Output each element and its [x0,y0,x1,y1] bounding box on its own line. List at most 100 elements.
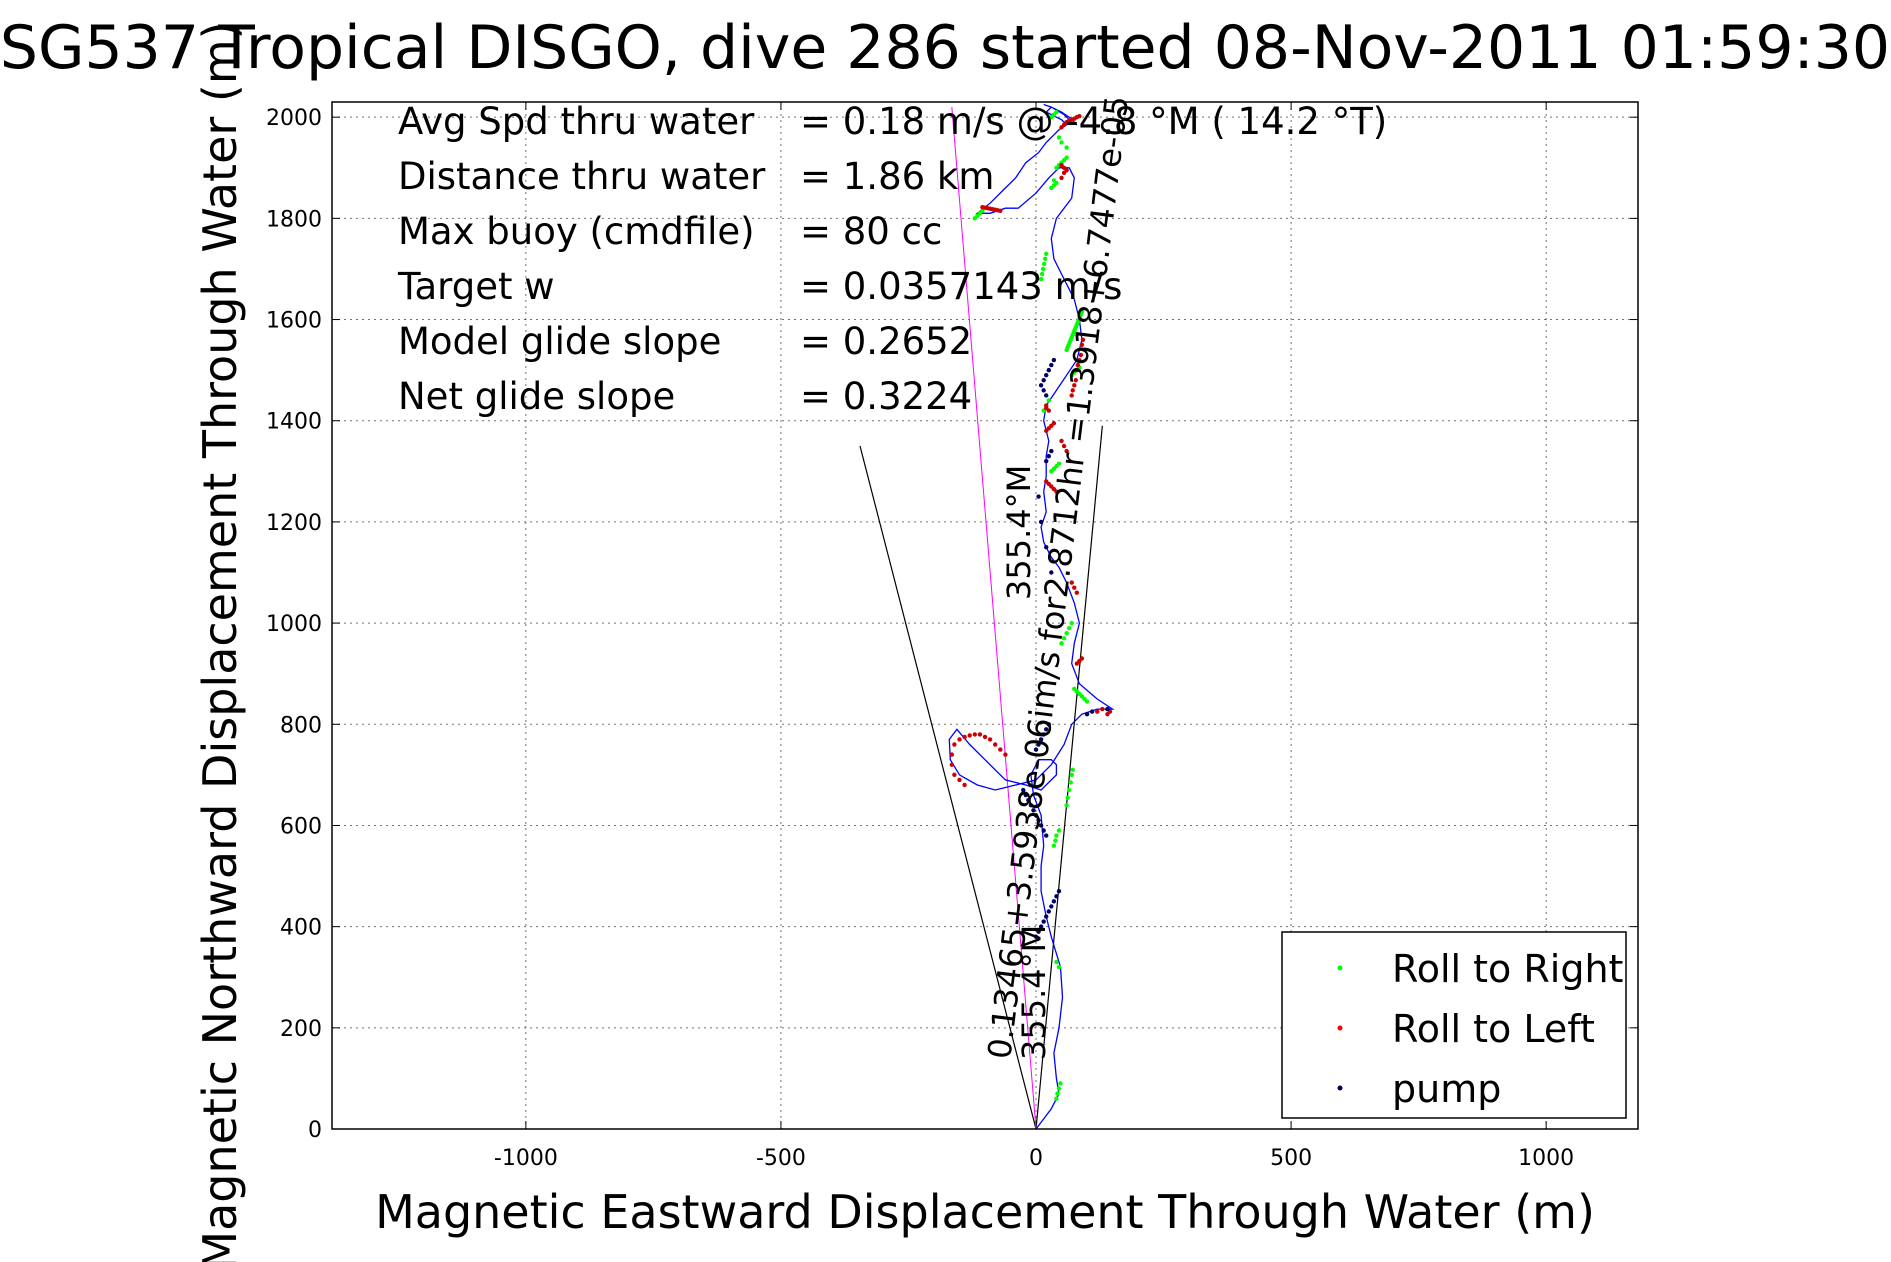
roll-left-point [1051,421,1057,426]
pump-point [1046,909,1051,914]
roll-left-point [1073,378,1079,383]
roll-left-point [1074,590,1080,595]
roll-left-point [972,732,977,737]
pump-point [1056,889,1062,894]
info-label: Avg Spd thru water [398,100,755,143]
legend-marker [1337,965,1343,971]
roll-right-point [1064,631,1069,636]
roll-right-point [1056,135,1062,140]
info-panel: Avg Spd thru water = 0.18 m/s @ -4.8 °M (… [397,100,1387,418]
pump-point [1028,803,1034,808]
roll-left-point [1059,163,1064,168]
pump-point [1033,813,1039,818]
info-label: Net glide slope [398,375,675,418]
pump-point [1023,792,1029,798]
roll-right-point [1044,251,1049,256]
roll-left-point [1105,711,1110,717]
roll-right-point [1053,838,1058,843]
y-tick-label: 1000 [266,612,322,637]
pump-point [1036,742,1041,747]
roll-left-point [952,772,957,778]
pump-point [1049,448,1054,454]
roll-right-point [1064,145,1069,150]
roll-left-point [1059,175,1064,181]
roll-left-point [1044,479,1049,484]
pump-point [1041,919,1046,924]
roll-right-point [1066,787,1072,793]
pump-point [1026,797,1031,803]
pump-point [1105,706,1110,712]
wedge-line [1035,425,1103,1130]
roll-right-point [1040,266,1046,272]
roll-right-point [1054,1096,1059,1101]
ticks: -1000 -500 0 500 1000 0 200 400 600 800 1000 1200 14… [266,102,1638,1171]
legend: Roll to Right Roll to Left pump [1281,931,1627,1119]
wedge-line [859,445,1037,1130]
info-label: Model glide slope [398,320,721,363]
pump-point [1038,519,1044,525]
series-layer [948,103,1115,1130]
roll-left-point [982,734,988,740]
rotated-annotation: 355.4°M [1015,925,1053,1060]
x-tick-label: -1000 [494,1146,558,1171]
x-tick-label: -500 [756,1146,806,1171]
roll-left-point [1095,709,1100,714]
plot-frame [331,101,1639,1130]
pump-point [1054,894,1059,899]
info-value: = 0.0357143 m/s [800,265,1122,308]
pump-point [1044,545,1049,550]
pump-point [1033,934,1039,939]
track-line [948,103,1115,1130]
roll-right-point [1066,625,1072,631]
roll-right-point [1055,1091,1060,1096]
roll-left-point [1074,367,1080,373]
info-value: = 0.2652 [800,320,972,363]
pump-point [1044,914,1049,919]
roll-left-point [1003,752,1008,757]
roll-right-point [1046,398,1051,403]
roll-left-point [1079,342,1085,348]
roll-left-point [987,737,993,742]
info-value: = 80 cc [800,210,942,253]
pump-point [1044,458,1049,464]
y-tick-label: 600 [280,814,322,839]
pump-point [1051,899,1057,904]
roll-left-point [962,734,967,740]
roll-right-point [1079,309,1085,315]
info-label: Max buoy (cmdfile) [398,210,755,253]
legend-marker [1337,1025,1343,1031]
roll-left-point [1072,383,1077,388]
pump-point [1049,362,1054,368]
y-axis-label: Magnetic Northward Displacement Through … [193,21,247,1262]
pump-point [1036,494,1041,499]
x-tick-label: 500 [1270,1146,1312,1171]
roll-right-point [1041,261,1047,267]
roll-left-point [1078,352,1084,358]
roll-left-point [949,762,955,767]
y-tick-label: 200 [280,1017,322,1042]
y-tick-label: 800 [280,713,322,738]
roll-left-point [1044,403,1049,408]
info-value: = 0.3224 [800,375,972,418]
roll-right-point [1061,636,1067,641]
pump-point [1031,808,1036,813]
pump-point [1046,367,1051,373]
y-tick-label: 1800 [266,207,322,232]
roll-right-point [1042,256,1048,262]
roll-left-point [1100,706,1105,712]
roll-right-point [1064,803,1069,808]
roll-right-point [1069,620,1074,626]
pump-point [1049,904,1054,909]
legend-label: Roll to Left [1392,1007,1595,1051]
pump-point [1049,570,1054,575]
roll-right-point [1054,833,1059,838]
roll-right-point [980,208,985,213]
pump-point [1089,709,1095,714]
roll-left-point [957,737,962,742]
roll-right-point [1059,641,1064,646]
wedge-lines [859,425,1103,1130]
y-tick-label: 400 [280,916,322,941]
roll-left-point [952,742,957,747]
pump-point [1051,357,1057,363]
pump-point [1038,823,1044,828]
